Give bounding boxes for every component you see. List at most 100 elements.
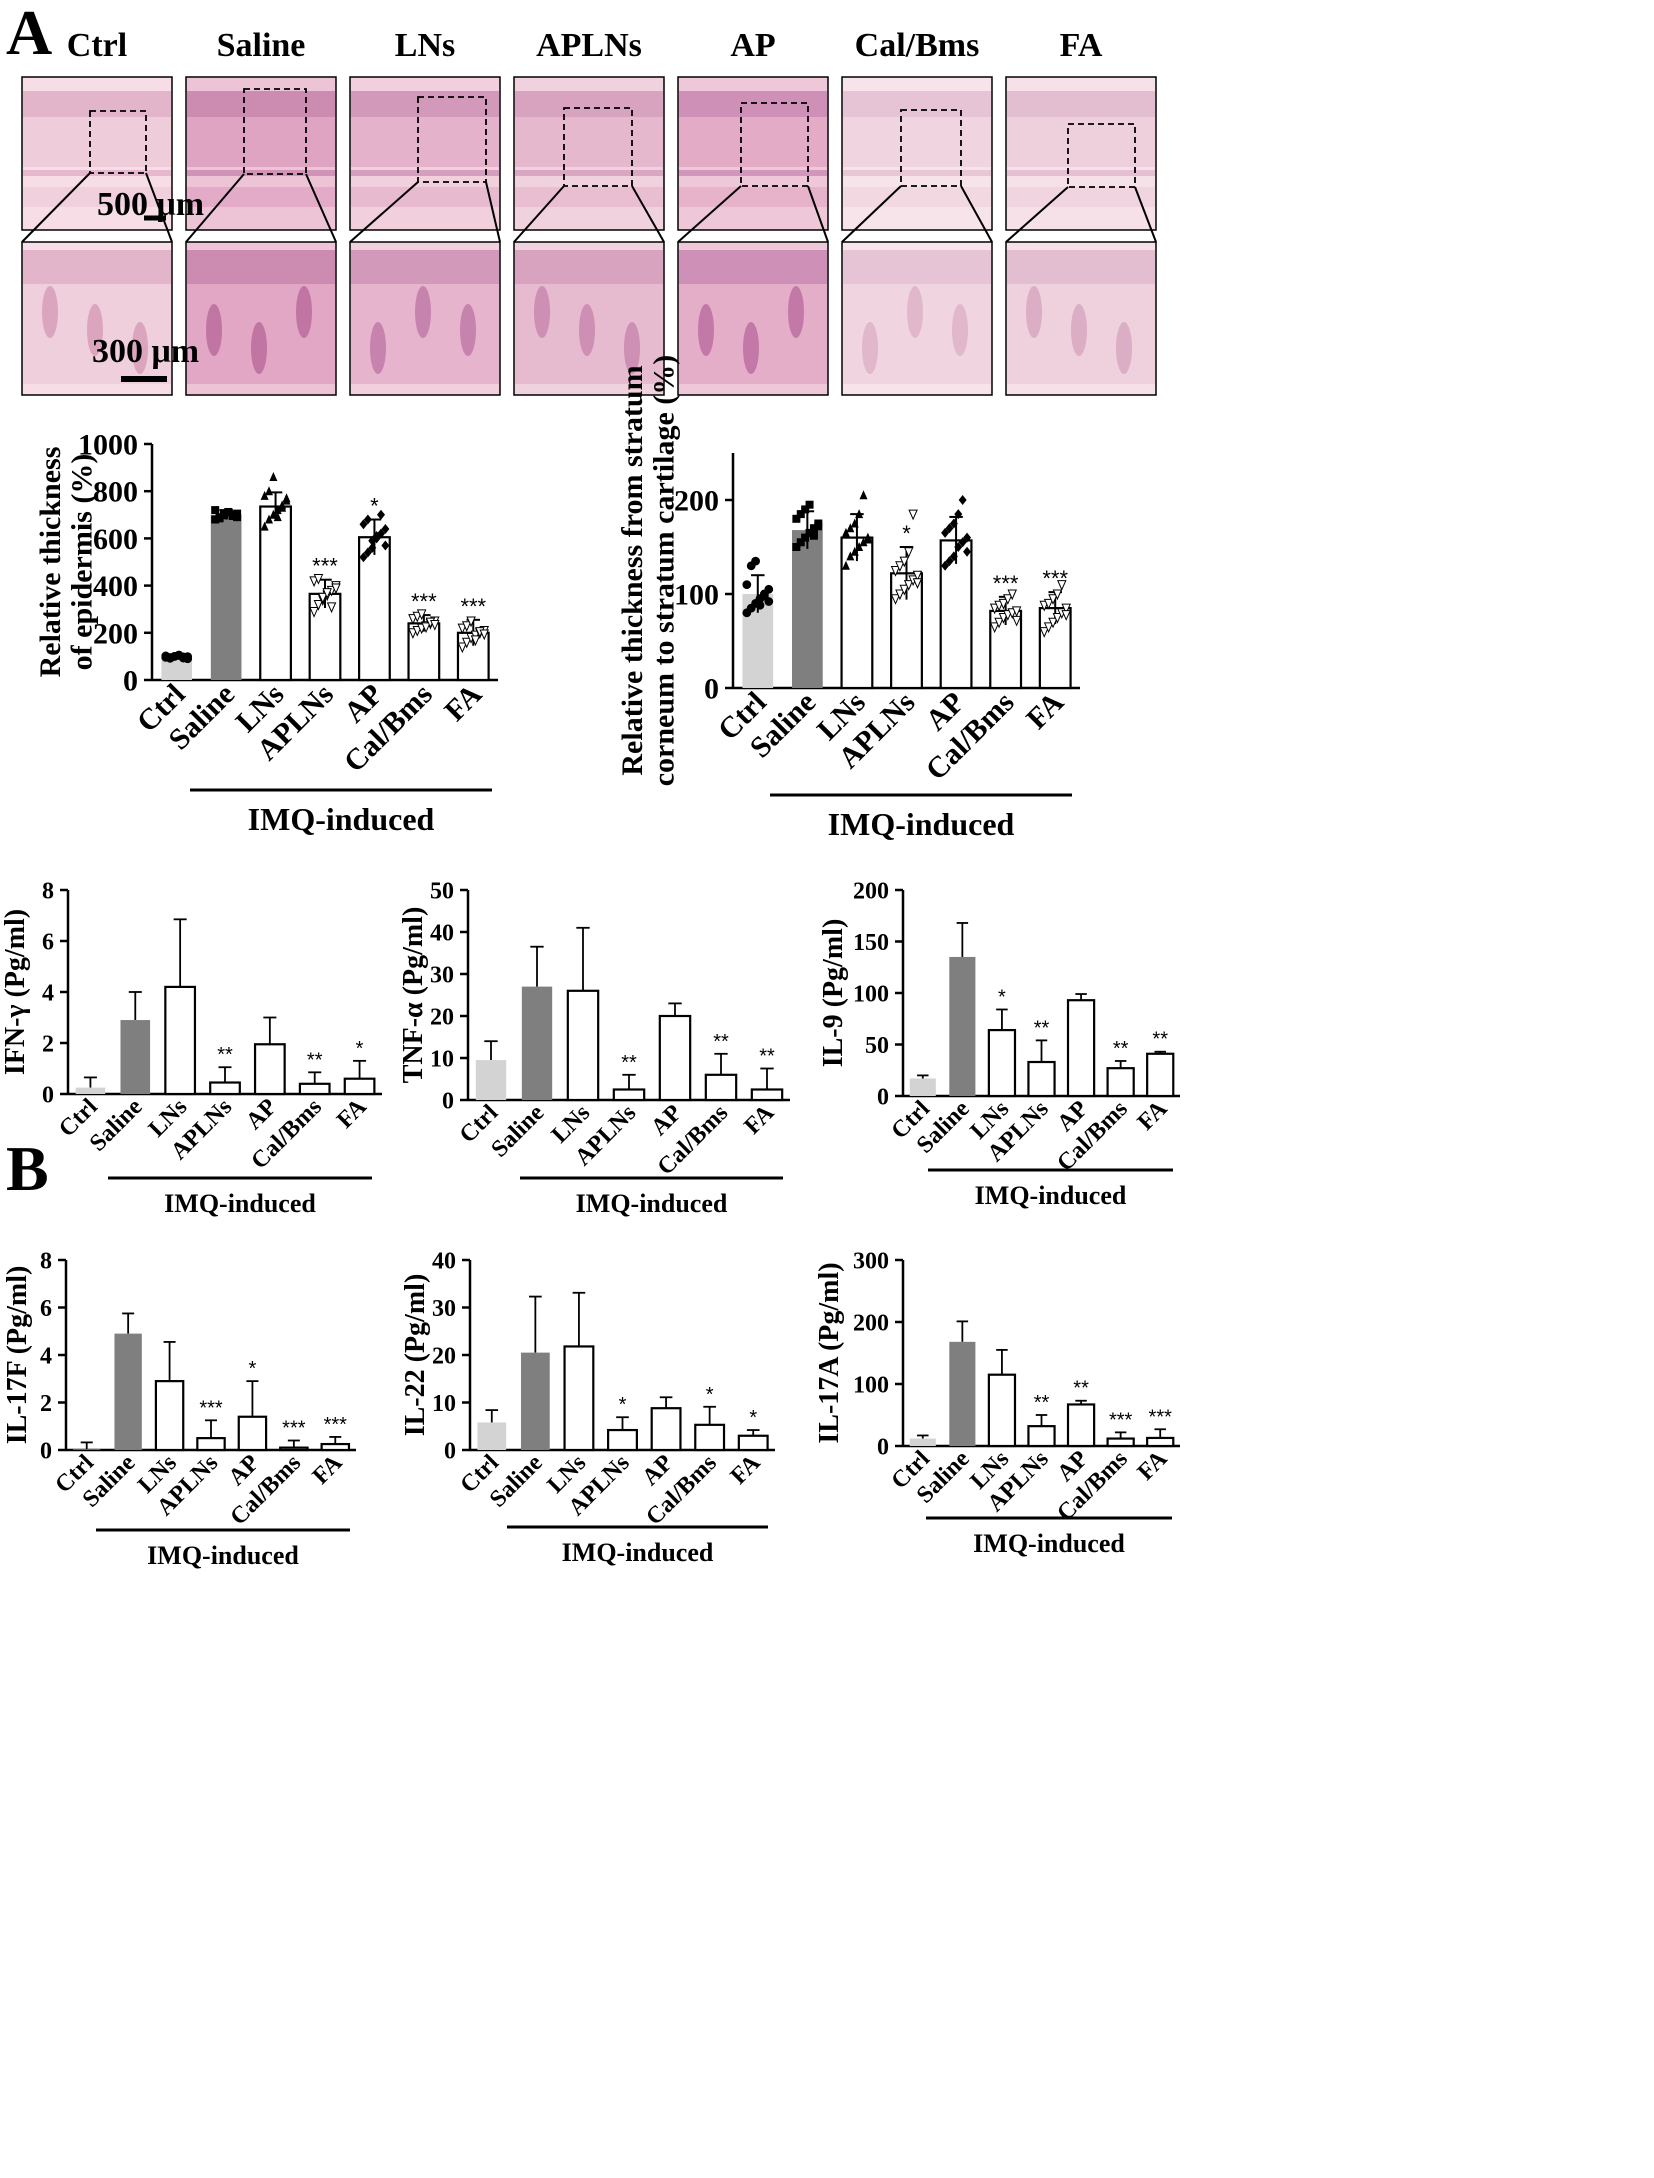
micrograph-high-mag <box>349 241 501 396</box>
data-point <box>363 547 372 558</box>
data-point <box>363 514 372 525</box>
zoom-connector <box>513 185 565 243</box>
data-point <box>211 506 220 515</box>
data-point <box>421 622 431 634</box>
zoom-connector <box>1134 186 1157 243</box>
epidermis-layer <box>679 250 827 284</box>
data-point <box>764 597 774 606</box>
y-tick-label: 1000 <box>78 429 138 462</box>
zoom-connector <box>960 185 993 243</box>
data-point <box>958 495 967 505</box>
data-point <box>850 518 859 528</box>
y-tick-label: 4 <box>40 1343 52 1369</box>
data-point <box>890 566 901 577</box>
data-point <box>994 617 1004 629</box>
zoom-connector <box>1005 186 1069 243</box>
data-point <box>846 523 855 533</box>
zoom-connector <box>305 173 337 243</box>
zoom-connector <box>185 173 245 243</box>
x-tick-label: FA <box>1133 1095 1173 1135</box>
y-tick-label: 400 <box>93 570 138 603</box>
data-point <box>998 598 1009 610</box>
data-point <box>1043 622 1054 634</box>
data-point <box>313 574 324 585</box>
group-bracket-label: IMQ-induced <box>975 1181 1127 1210</box>
group-bracket-label: IMQ-induced <box>576 1189 728 1218</box>
y-tick-label: 200 <box>93 617 138 650</box>
data-point <box>1043 598 1054 610</box>
data-point <box>461 621 472 632</box>
bar-aplns <box>1027 1060 1056 1098</box>
y-axis-title: IL-9 (Pg/ml) <box>818 919 849 1068</box>
significance-marker: * <box>998 986 1006 1008</box>
data-point <box>1003 594 1013 605</box>
data-point <box>479 629 490 641</box>
bar-ctrl <box>909 1078 936 1096</box>
bar-ap <box>1066 999 1096 1098</box>
epidermis-layer <box>351 250 499 284</box>
bar-ap <box>939 539 973 690</box>
bar-fa <box>1146 1052 1175 1098</box>
data-point <box>945 556 954 567</box>
significance-marker: *** <box>1109 1409 1133 1431</box>
micrograph-high-mag <box>185 241 337 396</box>
significance-marker: ** <box>307 1049 323 1071</box>
significance-marker: *** <box>1149 1406 1173 1428</box>
significance-marker: *** <box>411 589 437 614</box>
significance-marker: * <box>370 494 379 519</box>
y-axis-title: IL-22 (Pg/ml) <box>400 1274 431 1437</box>
data-point <box>954 509 963 520</box>
data-point <box>1048 617 1058 629</box>
hair-follicle <box>206 304 222 356</box>
y-tick-label: 0 <box>42 1082 54 1108</box>
hair-follicle <box>1116 322 1132 374</box>
y-tick-label: 50 <box>430 878 454 904</box>
data-point <box>416 609 427 621</box>
micrograph-low-mag <box>185 76 337 231</box>
y-tick-label: 150 <box>853 930 889 956</box>
data-point <box>755 600 765 610</box>
y-tick-label: 50 <box>865 1033 889 1059</box>
y-tick-label: 2 <box>42 1031 54 1057</box>
dermis-layer <box>23 117 171 167</box>
data-point <box>265 514 274 524</box>
data-point <box>855 542 864 551</box>
micrograph-column-label: LNs <box>395 27 455 64</box>
data-point <box>809 531 818 540</box>
bar-lns <box>987 1373 1017 1448</box>
scale-bar-high-label: 300 μm <box>92 333 199 370</box>
group-bracket-label: IMQ-induced <box>248 801 435 837</box>
bar-fa <box>750 1088 784 1102</box>
panel-a-label: A <box>6 0 53 68</box>
micrograph-high-mag <box>21 241 173 396</box>
data-point <box>466 616 476 628</box>
bar-saline <box>791 530 823 688</box>
bar-saline <box>210 514 242 680</box>
cartilage-layer <box>679 170 827 176</box>
zoom-connector <box>677 185 742 243</box>
dermis-layer <box>187 117 335 167</box>
bar-aplns <box>209 1081 241 1096</box>
hair-follicle <box>907 286 923 338</box>
significance-marker: ** <box>1073 1378 1089 1400</box>
y-tick-label: 20 <box>430 1004 454 1030</box>
data-point <box>1061 603 1071 615</box>
data-point <box>903 580 914 591</box>
bar-aplns <box>612 1088 646 1102</box>
y-axis-title: IL-17A (Pg/ml) <box>814 1262 845 1443</box>
zoom-box <box>563 107 633 187</box>
data-point <box>273 505 282 515</box>
hair-follicle <box>579 304 595 356</box>
significance-marker: *** <box>324 1414 348 1436</box>
y-tick-label: 2 <box>40 1391 52 1417</box>
muscle-layer <box>843 187 991 207</box>
data-point <box>895 589 905 601</box>
data-point <box>841 560 850 570</box>
data-point <box>278 502 287 512</box>
hair-follicle <box>698 304 714 356</box>
y-tick-label: 0 <box>40 1438 52 1464</box>
data-point <box>949 551 958 562</box>
hair-follicle <box>251 322 267 374</box>
